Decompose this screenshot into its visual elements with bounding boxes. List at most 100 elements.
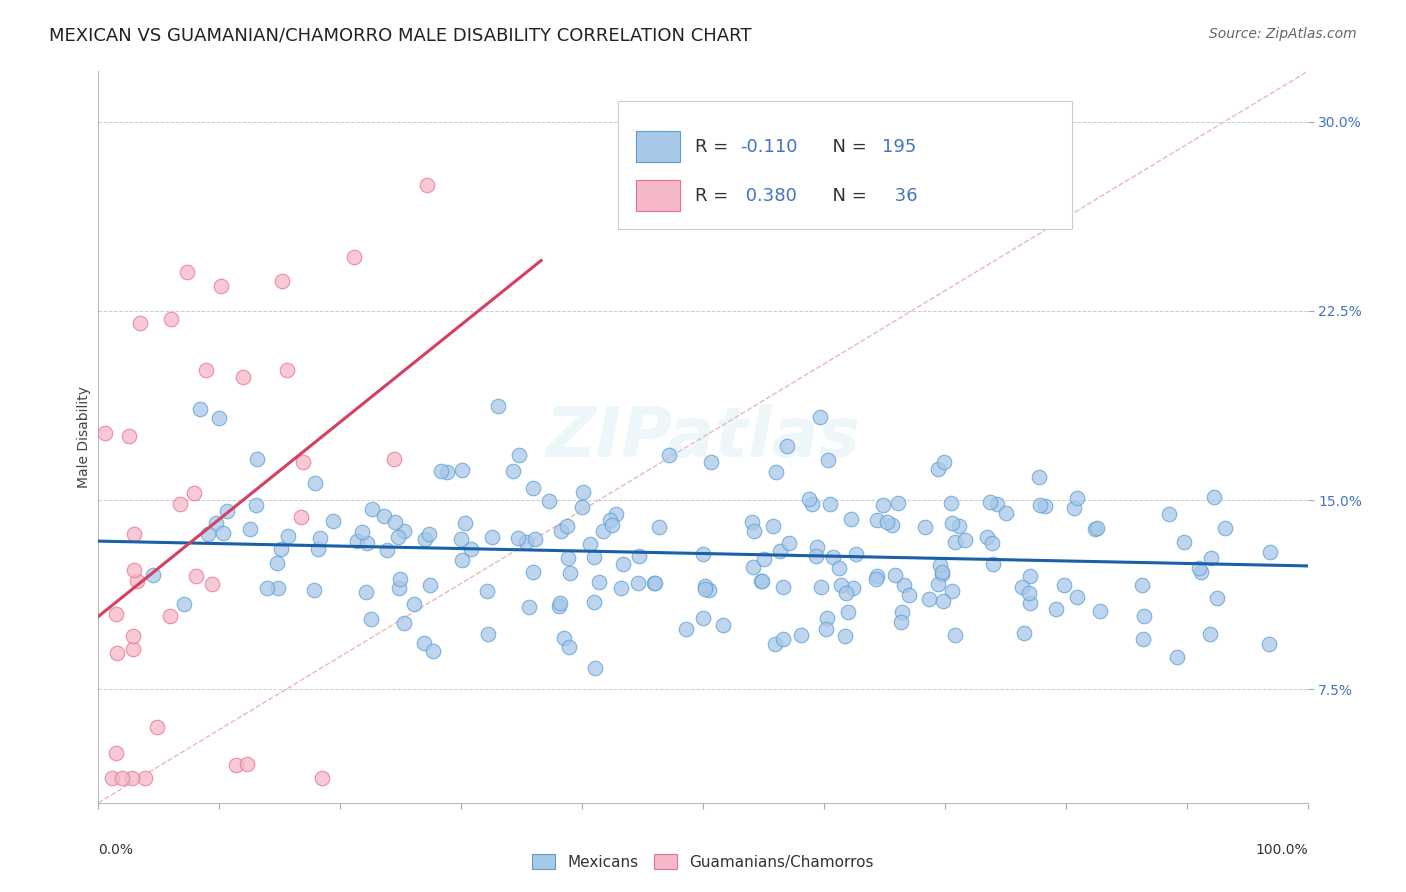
- Point: [508, 448, 530, 462]
- Point: [810, 580, 832, 594]
- Point: [609, 581, 631, 595]
- Point: [1258, 545, 1281, 559]
- Point: [695, 579, 717, 593]
- Text: 36: 36: [889, 186, 918, 204]
- Point: [515, 534, 537, 549]
- Point: [810, 409, 832, 424]
- Point: [416, 178, 439, 192]
- Point: [866, 569, 889, 583]
- Point: [765, 465, 787, 479]
- Point: [692, 610, 714, 624]
- Point: [94, 425, 117, 440]
- Point: [392, 524, 415, 538]
- Point: [430, 464, 453, 478]
- Point: [502, 465, 524, 479]
- Point: [107, 646, 129, 660]
- Text: 0.0%: 0.0%: [98, 843, 134, 857]
- Point: [292, 455, 315, 469]
- Point: [612, 557, 634, 571]
- Point: [1088, 604, 1111, 618]
- Text: R =: R =: [695, 186, 734, 204]
- Point: [845, 547, 868, 561]
- Point: [477, 627, 499, 641]
- Point: [375, 543, 398, 558]
- Point: [146, 720, 169, 734]
- Point: [304, 475, 326, 490]
- Point: [801, 497, 824, 511]
- Point: [994, 506, 1017, 520]
- Point: [346, 534, 368, 549]
- Point: [763, 636, 786, 650]
- Point: [309, 531, 332, 545]
- Text: Source: ZipAtlas.com: Source: ZipAtlas.com: [1209, 27, 1357, 41]
- Point: [918, 592, 941, 607]
- Point: [245, 498, 267, 512]
- Point: [246, 451, 269, 466]
- Point: [450, 532, 472, 546]
- Point: [1063, 500, 1085, 515]
- Point: [762, 519, 785, 533]
- Point: [571, 500, 593, 514]
- FancyBboxPatch shape: [637, 131, 681, 162]
- Point: [267, 581, 290, 595]
- Point: [772, 632, 794, 646]
- Point: [876, 515, 898, 529]
- Point: [422, 644, 444, 658]
- Point: [419, 577, 441, 591]
- Text: N =: N =: [821, 137, 873, 156]
- Point: [104, 607, 127, 621]
- Point: [342, 250, 364, 264]
- Point: [675, 622, 697, 636]
- Point: [183, 486, 205, 500]
- Point: [588, 574, 610, 589]
- Point: [769, 543, 792, 558]
- Point: [159, 608, 181, 623]
- Point: [111, 771, 134, 785]
- FancyBboxPatch shape: [619, 101, 1071, 228]
- Point: [402, 598, 425, 612]
- Point: [887, 496, 910, 510]
- Point: [711, 617, 734, 632]
- Point: [842, 581, 865, 595]
- Point: [1045, 602, 1067, 616]
- Point: [932, 454, 955, 468]
- Point: [692, 547, 714, 561]
- Point: [830, 578, 852, 592]
- Point: [360, 611, 382, 625]
- Point: [582, 549, 605, 564]
- Point: [1132, 632, 1154, 647]
- Point: [627, 575, 650, 590]
- Point: [643, 575, 665, 590]
- Point: [373, 508, 395, 523]
- Point: [700, 455, 723, 469]
- Point: [122, 563, 145, 577]
- Point: [557, 550, 579, 565]
- Point: [602, 517, 624, 532]
- Point: [322, 514, 344, 528]
- Point: [134, 771, 156, 785]
- Point: [270, 542, 292, 557]
- Point: [837, 606, 859, 620]
- Text: R =: R =: [695, 137, 734, 156]
- Point: [932, 593, 955, 607]
- Point: [1173, 535, 1195, 549]
- Point: [815, 622, 838, 636]
- Point: [572, 484, 595, 499]
- Point: [976, 530, 998, 544]
- Point: [941, 516, 963, 531]
- Point: [1033, 499, 1056, 513]
- Point: [304, 582, 326, 597]
- Point: [865, 572, 887, 586]
- Point: [101, 771, 124, 785]
- Point: [122, 629, 145, 643]
- Point: [290, 510, 312, 524]
- Point: [361, 501, 384, 516]
- Point: [986, 497, 1008, 511]
- Point: [1188, 561, 1211, 575]
- Point: [239, 522, 262, 536]
- Point: [524, 533, 547, 547]
- Point: [891, 605, 914, 619]
- Point: [605, 508, 627, 522]
- Point: [232, 370, 254, 384]
- Point: [276, 363, 298, 377]
